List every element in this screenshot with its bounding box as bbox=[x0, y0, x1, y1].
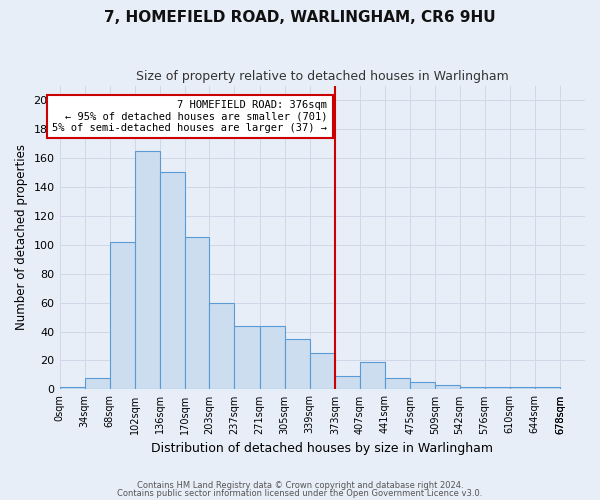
Title: Size of property relative to detached houses in Warlingham: Size of property relative to detached ho… bbox=[136, 70, 509, 83]
Bar bbox=[510, 386, 535, 390]
Bar bbox=[410, 382, 435, 390]
Bar bbox=[185, 238, 209, 390]
Bar bbox=[284, 339, 310, 390]
Text: 7, HOMEFIELD ROAD, WARLINGHAM, CR6 9HU: 7, HOMEFIELD ROAD, WARLINGHAM, CR6 9HU bbox=[104, 10, 496, 25]
Bar bbox=[59, 386, 85, 390]
Bar bbox=[460, 386, 485, 390]
Bar bbox=[235, 326, 260, 390]
Bar bbox=[310, 354, 335, 390]
Bar bbox=[360, 362, 385, 390]
Bar bbox=[535, 386, 560, 390]
Bar bbox=[209, 302, 235, 390]
Text: 7 HOMEFIELD ROAD: 376sqm
← 95% of detached houses are smaller (701)
5% of semi-d: 7 HOMEFIELD ROAD: 376sqm ← 95% of detach… bbox=[52, 100, 328, 133]
Bar bbox=[110, 242, 135, 390]
Text: Contains public sector information licensed under the Open Government Licence v3: Contains public sector information licen… bbox=[118, 488, 482, 498]
Text: Contains HM Land Registry data © Crown copyright and database right 2024.: Contains HM Land Registry data © Crown c… bbox=[137, 481, 463, 490]
Bar bbox=[385, 378, 410, 390]
Bar bbox=[135, 150, 160, 390]
X-axis label: Distribution of detached houses by size in Warlingham: Distribution of detached houses by size … bbox=[151, 442, 493, 455]
Y-axis label: Number of detached properties: Number of detached properties bbox=[15, 144, 28, 330]
Bar bbox=[85, 378, 110, 390]
Bar bbox=[485, 386, 510, 390]
Bar bbox=[160, 172, 185, 390]
Bar bbox=[335, 376, 360, 390]
Bar bbox=[260, 326, 284, 390]
Bar bbox=[435, 385, 460, 390]
